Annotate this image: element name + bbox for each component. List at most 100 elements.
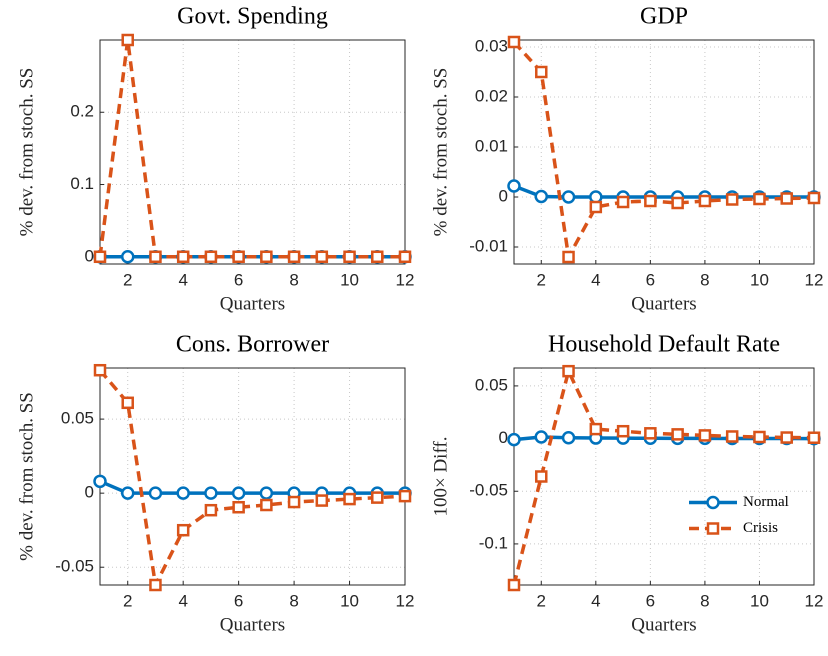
x-tick-label: 12 <box>396 270 415 289</box>
marker <box>287 250 301 264</box>
marker <box>315 250 329 264</box>
x-tick-label: 12 <box>396 591 415 610</box>
x-tick-label: 2 <box>123 270 132 289</box>
marker <box>807 431 821 444</box>
marker <box>260 250 273 264</box>
marker <box>561 190 576 204</box>
y-axis-label: % dev. from stoch. SS <box>16 68 37 237</box>
marker <box>204 503 218 517</box>
x-tick-label: 6 <box>234 591 243 610</box>
x-tick-label: 2 <box>537 591 546 610</box>
marker <box>93 363 107 377</box>
marker <box>589 422 603 436</box>
marker <box>315 494 329 507</box>
y-tick-label: -0.1 <box>479 533 508 552</box>
y-tick-label: 0 <box>499 186 508 205</box>
x-tick-label: 8 <box>289 591 298 610</box>
y-tick-label: 0 <box>85 246 94 265</box>
marker <box>589 200 603 214</box>
y-tick-label: 0.05 <box>61 409 94 428</box>
marker <box>780 431 793 444</box>
x-axis-label: Quarters <box>220 614 285 635</box>
marker <box>644 427 657 440</box>
y-tick-label: -0.01 <box>469 236 508 255</box>
subplot: 2 4 6 8 10 12 -0.01 0 0.01 0.02 0.03 GDP Quarters % d… <box>430 4 823 315</box>
x-tick-label: 2 <box>123 591 132 610</box>
marker <box>371 491 384 504</box>
marker <box>780 192 793 205</box>
x-tick-label: 10 <box>750 270 769 289</box>
plot-area <box>100 368 405 585</box>
marker <box>562 364 575 378</box>
marker <box>398 250 412 264</box>
marker <box>231 486 246 500</box>
chart-title: Govt. Spending <box>177 4 328 30</box>
y-tick-label: 0.02 <box>475 86 508 105</box>
marker <box>671 196 684 210</box>
x-tick-label: 10 <box>750 591 769 610</box>
y-tick-label: 0.2 <box>70 102 94 121</box>
x-axis-label: Quarters <box>631 293 696 314</box>
chart-title: GDP <box>640 4 688 30</box>
marker <box>149 250 162 264</box>
axes-box <box>99 39 406 265</box>
axes-box <box>513 39 815 265</box>
marker <box>204 486 218 500</box>
x-tick-label: 10 <box>340 270 359 289</box>
marker <box>644 194 657 208</box>
plot-area <box>100 40 405 264</box>
x-tick-label: 2 <box>537 270 546 289</box>
marker <box>535 470 548 483</box>
chart-title: Cons. Borrower <box>176 332 329 358</box>
legend-label: Normal <box>743 494 789 510</box>
subplot: 2 4 6 8 10 12 0 0.1 0.2 Govt. Spending Quarters % d… <box>16 4 414 315</box>
x-tick-label: 6 <box>646 270 655 289</box>
x-tick-label: 12 <box>805 591 824 610</box>
marker <box>561 430 576 445</box>
y-tick-label: 0.01 <box>475 136 508 155</box>
y-tick-label: 0 <box>85 483 94 502</box>
axes-box <box>513 367 815 586</box>
marker <box>343 250 356 264</box>
marker <box>204 250 218 264</box>
marker <box>232 250 245 264</box>
marker <box>93 250 107 264</box>
marker <box>507 432 521 447</box>
x-tick-label: 10 <box>340 591 359 610</box>
plot-area <box>514 368 814 585</box>
subplot: 2 4 6 8 10 12 -0.05 0 0.05 Cons. Borrower Quarters… <box>16 332 414 636</box>
legend-marker <box>706 495 720 510</box>
marker <box>535 65 548 79</box>
x-tick-label: 4 <box>591 591 600 610</box>
marker <box>343 492 356 506</box>
x-tick-label: 6 <box>646 591 655 610</box>
y-tick-label: 0.03 <box>475 36 508 55</box>
y-tick-label: -0.05 <box>469 481 508 500</box>
marker <box>616 195 630 209</box>
x-tick-label: 4 <box>178 270 187 289</box>
y-tick-label: 0.05 <box>475 375 508 394</box>
marker <box>753 430 766 444</box>
x-tick-label: 6 <box>234 270 243 289</box>
marker <box>534 430 549 444</box>
x-tick-label: 8 <box>700 270 709 289</box>
y-axis-label: % dev. from stoch. SS <box>430 68 451 237</box>
marker <box>93 474 107 489</box>
series-line <box>98 39 405 259</box>
legend-label: Crisis <box>743 520 778 536</box>
marker <box>562 250 575 264</box>
marker <box>120 250 135 264</box>
marker <box>121 33 134 47</box>
marker <box>287 495 301 509</box>
marker <box>259 486 274 500</box>
marker <box>260 498 273 512</box>
marker <box>534 189 549 204</box>
marker <box>507 578 521 592</box>
marker <box>232 500 245 514</box>
x-axis-label: Quarters <box>631 614 696 635</box>
y-tick-label: 0.1 <box>70 174 94 193</box>
marker <box>753 192 766 206</box>
legend-marker <box>706 522 720 535</box>
x-tick-label: 4 <box>178 591 187 610</box>
